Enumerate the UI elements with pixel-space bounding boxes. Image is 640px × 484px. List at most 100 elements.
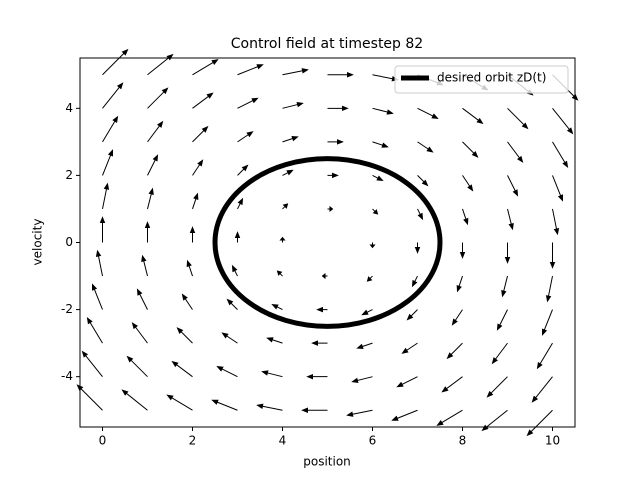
quiver-arrow xyxy=(102,48,129,76)
y-tick-label: 2 xyxy=(65,168,73,182)
quiver-arrow xyxy=(271,303,283,311)
legend-label: desired orbit zD(t) xyxy=(437,71,546,85)
quiver-arrow xyxy=(282,101,304,109)
quiver-arrow xyxy=(282,203,289,210)
quiver-arrow xyxy=(327,105,349,112)
quiver-arrow xyxy=(372,208,379,215)
quiver-arrow xyxy=(147,154,159,176)
quiver-arrow xyxy=(311,340,328,346)
quiver-arrow xyxy=(327,72,354,78)
quiver-arrow xyxy=(86,316,103,344)
quiver-arrow xyxy=(327,205,334,212)
quiver-arrow xyxy=(401,342,418,354)
quiver-arrow xyxy=(99,216,106,243)
quiver-arrow xyxy=(147,120,164,143)
quiver-arrow xyxy=(391,409,418,421)
y-tick-label: -4 xyxy=(61,369,73,383)
quiver-arrow xyxy=(361,309,373,316)
quiver-arrow xyxy=(102,82,124,109)
quiver-arrow xyxy=(282,136,299,143)
quiver-arrow xyxy=(501,275,508,298)
quiver-arrow xyxy=(266,337,283,344)
quiver-arrow xyxy=(372,174,384,182)
quiver-arrow xyxy=(414,242,421,254)
quiver-arrow xyxy=(192,125,209,143)
quiver-arrow xyxy=(446,342,463,360)
quiver-arrow xyxy=(507,141,524,163)
quiver-arrow xyxy=(552,208,560,236)
quiver-arrow xyxy=(192,192,199,210)
quiver-arrow xyxy=(261,370,283,378)
quiver-arrow xyxy=(147,87,169,109)
quiver-arrow xyxy=(451,309,463,326)
quiver-arrow xyxy=(346,409,373,417)
plot-frame xyxy=(79,57,576,428)
quiver-arrow xyxy=(102,149,113,176)
quiver-arrow xyxy=(221,332,238,344)
quiver-arrow xyxy=(542,309,553,336)
quiver-arrow xyxy=(327,139,344,145)
quiver-arrow xyxy=(216,366,238,378)
quiver-arrow xyxy=(351,376,373,384)
quiver-arrow xyxy=(131,322,148,344)
quiver-arrow xyxy=(126,355,148,378)
quiver-arrow xyxy=(234,231,241,243)
quiver-arrow xyxy=(211,399,238,411)
quiver-arrow xyxy=(327,172,339,179)
legend-box xyxy=(394,65,569,94)
quiver-arrow xyxy=(256,403,283,411)
y-tick-label: 0 xyxy=(65,235,73,249)
orbit xyxy=(212,156,443,329)
y-axis-label: velocity xyxy=(31,219,45,266)
quiver-arrow xyxy=(462,141,479,158)
quiver-arrow xyxy=(92,283,103,310)
quiver-arrow xyxy=(507,107,529,130)
quiver-arrow xyxy=(136,288,148,310)
quiver-arrow xyxy=(507,175,519,197)
y-tick-label: -2 xyxy=(61,302,73,316)
quiver-arrow xyxy=(552,141,569,169)
quiver-arrow xyxy=(237,131,254,143)
quiver-arrow xyxy=(531,376,553,403)
quiver-arrow xyxy=(276,270,283,277)
quiver-arrow xyxy=(536,342,553,370)
x-tick-label: 4 xyxy=(279,434,287,448)
quiver-arrow xyxy=(552,108,574,135)
quiver-arrow xyxy=(192,59,219,76)
quiver-arrow xyxy=(504,242,511,264)
quiver-arrow xyxy=(462,107,484,125)
quiver-arrow xyxy=(102,115,119,143)
quiver-arrow xyxy=(496,309,508,331)
quiver-arrow xyxy=(459,242,466,259)
quiver-arrow xyxy=(321,273,328,280)
quiver-arrow xyxy=(282,169,294,176)
quiver-arrow xyxy=(237,97,259,109)
quiver-arrow xyxy=(417,208,424,221)
quiver-arrow xyxy=(147,187,154,210)
quiver-arrow xyxy=(189,226,196,243)
quiver-arrow xyxy=(237,164,249,176)
quiver-arrow xyxy=(81,350,103,377)
quiver-arrow xyxy=(462,208,469,226)
quiver-arrow xyxy=(507,208,514,231)
quiver-arrow xyxy=(237,64,264,76)
quiver-arrow xyxy=(237,197,244,210)
quiver-arrow xyxy=(141,254,148,277)
quiver-arrow xyxy=(95,249,103,277)
quiver-arrow xyxy=(192,92,214,109)
quiver-arrow xyxy=(366,275,373,282)
quiver-arrow xyxy=(316,306,328,313)
x-tick-label: 8 xyxy=(459,434,467,448)
x-tick-label: 2 xyxy=(189,434,197,448)
quiver-arrow xyxy=(526,409,553,437)
chart-title: Control field at timestep 82 xyxy=(231,36,423,52)
quiver-arrow xyxy=(369,242,376,249)
quiver-arrow xyxy=(181,293,193,310)
quiver-arrow xyxy=(231,264,238,277)
quiver-arrow xyxy=(166,394,193,411)
quiver-arrow xyxy=(491,342,508,365)
quiver-arrow xyxy=(121,389,148,411)
quiver-arrow xyxy=(186,259,193,277)
quiver-arrow xyxy=(549,242,556,269)
